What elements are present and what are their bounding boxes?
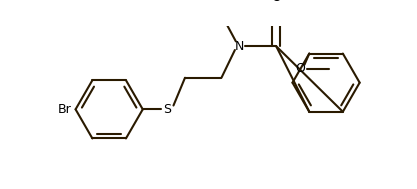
Text: Br: Br xyxy=(58,103,72,116)
Text: O: O xyxy=(271,0,281,4)
Text: N: N xyxy=(235,40,244,53)
Text: S: S xyxy=(163,103,171,116)
Text: O: O xyxy=(296,62,306,75)
